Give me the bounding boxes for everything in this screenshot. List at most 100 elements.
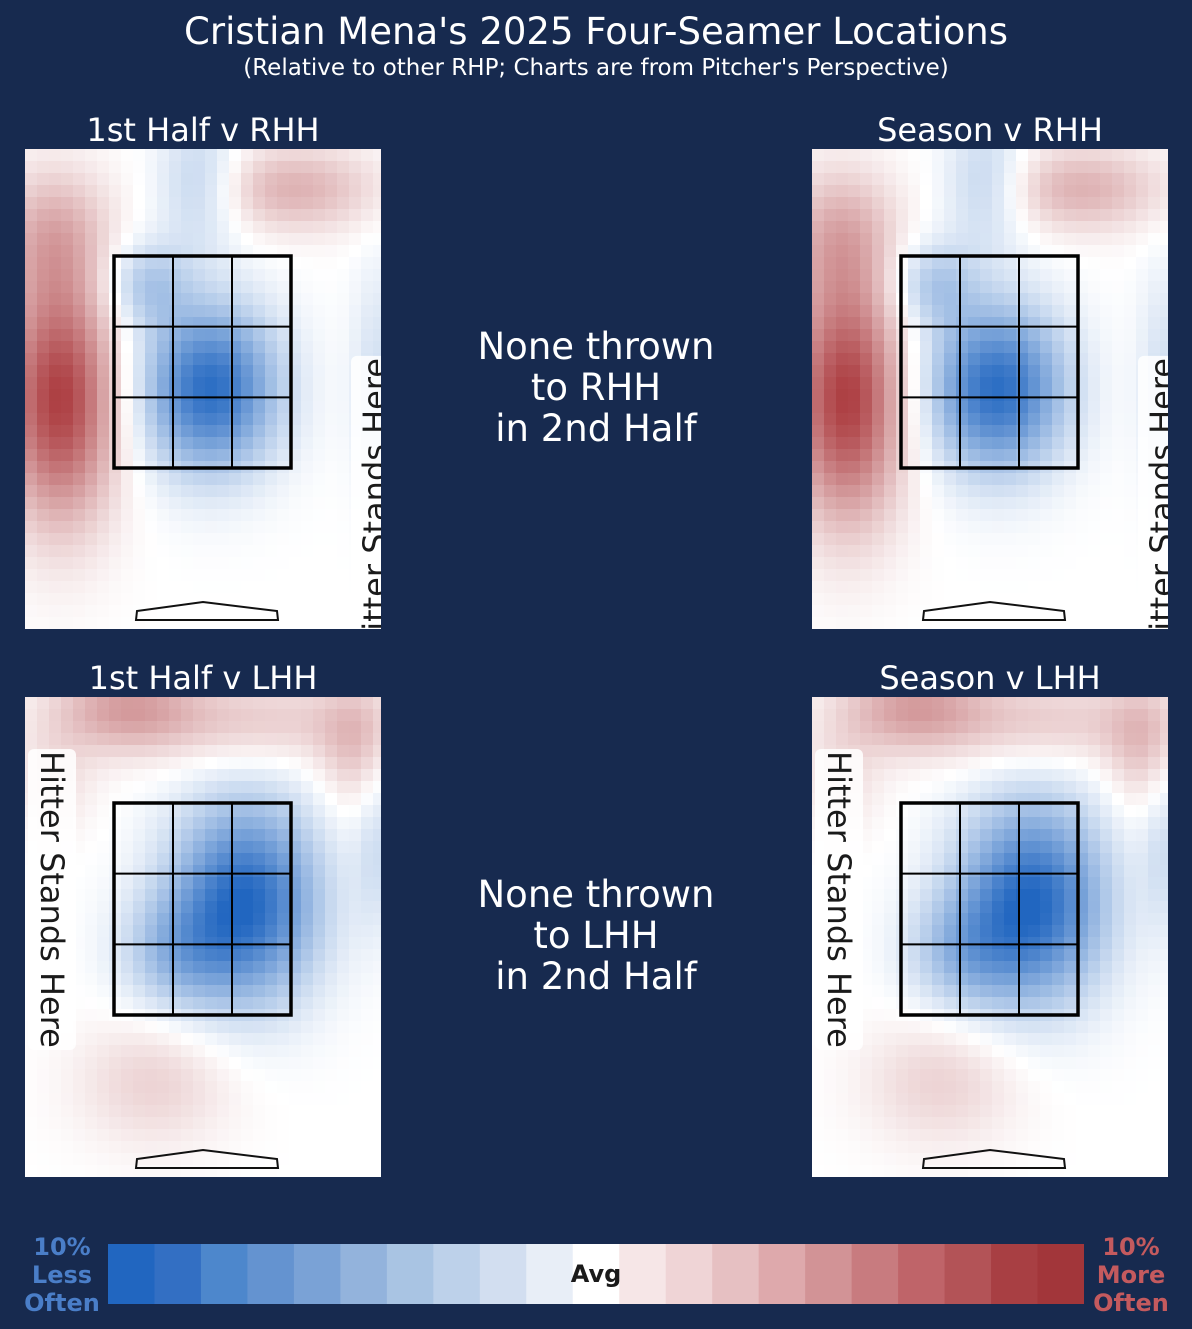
heatmap-cell bbox=[73, 509, 86, 522]
heatmap-cell bbox=[1124, 733, 1137, 746]
heatmap-cell bbox=[361, 961, 374, 974]
heatmap-cell bbox=[97, 509, 110, 522]
heatmap-cell bbox=[313, 913, 326, 926]
heatmap-cell bbox=[169, 721, 182, 734]
heatmap-cell bbox=[61, 161, 74, 174]
heatmap-cell bbox=[121, 733, 134, 746]
heatmap-cell bbox=[157, 257, 170, 270]
heatmap-cell bbox=[956, 781, 969, 794]
heatmap-cell bbox=[1052, 1069, 1065, 1082]
heatmap-cell bbox=[61, 317, 74, 330]
heatmap-cell bbox=[1076, 233, 1089, 246]
heatmap-cell bbox=[49, 1141, 62, 1154]
heatmap-cell bbox=[992, 865, 1005, 878]
heatmap-cell bbox=[884, 913, 897, 926]
heatmap-cell bbox=[265, 1057, 278, 1070]
heatmap-cell bbox=[908, 1081, 921, 1094]
heatmap-cell bbox=[1064, 269, 1077, 282]
heatmap-cell bbox=[85, 401, 98, 414]
heatmap-cell bbox=[229, 769, 242, 782]
heatmap-cell bbox=[1088, 221, 1101, 234]
heatmap-cell bbox=[1100, 173, 1113, 186]
heatmap-cell bbox=[61, 437, 74, 450]
heatmap-cell bbox=[1016, 329, 1029, 342]
heatmap-cell bbox=[181, 581, 194, 594]
heatmap-cell bbox=[217, 709, 230, 722]
heatmap-cell bbox=[1016, 197, 1029, 210]
heatmap-cell bbox=[1004, 161, 1017, 174]
heatmap-cell bbox=[836, 605, 849, 618]
heatmap-cell bbox=[277, 293, 290, 306]
heatmap-cell bbox=[884, 365, 897, 378]
heatmap-cell bbox=[1136, 997, 1149, 1010]
heatmap-cell bbox=[145, 1069, 158, 1082]
heatmap-cell bbox=[872, 985, 885, 998]
heatmap-cell bbox=[896, 1105, 909, 1118]
heatmap-cell bbox=[1064, 197, 1077, 210]
heatmap-cell bbox=[133, 1057, 146, 1070]
heatmap-cell bbox=[217, 697, 230, 710]
heatmap-cell bbox=[944, 829, 957, 842]
heatmap-cell bbox=[980, 805, 993, 818]
heatmap-cell bbox=[313, 997, 326, 1010]
heatmap-cell bbox=[169, 437, 182, 450]
heatmap-cell bbox=[121, 1117, 134, 1130]
heatmap-cell bbox=[265, 1045, 278, 1058]
heatmap-cell bbox=[181, 913, 194, 926]
heatmap-cell bbox=[872, 1057, 885, 1070]
heatmap-cell bbox=[337, 697, 350, 710]
heatmap-cell bbox=[920, 305, 933, 318]
heatmap-cell bbox=[277, 221, 290, 234]
heatmap-cell bbox=[37, 1069, 50, 1082]
heatmap-cell bbox=[241, 269, 254, 282]
heatmap-cell bbox=[217, 617, 230, 629]
heatmap-cell bbox=[1124, 985, 1137, 998]
heatmap-cell bbox=[241, 377, 254, 390]
heatmap-cell bbox=[956, 997, 969, 1010]
heatmap-cell bbox=[1160, 937, 1168, 950]
heatmap-cell bbox=[169, 425, 182, 438]
heatmap-cell bbox=[956, 865, 969, 878]
heatmap-cell bbox=[25, 733, 38, 746]
heatmap-cell bbox=[848, 697, 861, 710]
heatmap-cell bbox=[980, 401, 993, 414]
heatmap-cell bbox=[932, 841, 945, 854]
heatmap-cell bbox=[812, 329, 825, 342]
heatmap-cell bbox=[73, 1057, 86, 1070]
heatmap-cell bbox=[61, 365, 74, 378]
heatmap-cell bbox=[1160, 757, 1168, 770]
heatmap-cell bbox=[944, 269, 957, 282]
heatmap-cell bbox=[1052, 1033, 1065, 1046]
heatmap-cell bbox=[980, 1033, 993, 1046]
heatmap-cell bbox=[1136, 961, 1149, 974]
heatmap-cell bbox=[241, 1141, 254, 1154]
heatmap-cell bbox=[1076, 149, 1089, 162]
heatmap-cell bbox=[872, 317, 885, 330]
heatmap-cell bbox=[968, 973, 981, 986]
heatmap-cell bbox=[25, 353, 38, 366]
heatmap-cell bbox=[1004, 257, 1017, 270]
heatmap-cell bbox=[1064, 1117, 1077, 1130]
heatmap-cell bbox=[205, 473, 218, 486]
heatmap-cell bbox=[968, 521, 981, 534]
heatmap-cell bbox=[812, 449, 825, 462]
heatmap-cell bbox=[85, 757, 98, 770]
strike-zone bbox=[899, 254, 1080, 470]
heatmap-cell bbox=[61, 1081, 74, 1094]
heatmap-cell bbox=[920, 437, 933, 450]
heatmap-cell bbox=[181, 925, 194, 938]
heatmap-cell bbox=[229, 1057, 242, 1070]
heatmap-cell bbox=[109, 1033, 122, 1046]
heatmap-cell bbox=[325, 545, 338, 558]
heatmap-cell bbox=[896, 497, 909, 510]
heatmap-cell bbox=[1088, 1009, 1101, 1022]
heatmap-cell bbox=[860, 757, 873, 770]
heatmap-cell bbox=[373, 161, 381, 174]
heatmap-cell bbox=[980, 1081, 993, 1094]
heatmap-cell bbox=[145, 185, 158, 198]
heatmap-cell bbox=[337, 1153, 350, 1166]
heatmap-cell bbox=[49, 293, 62, 306]
heatmap-cell bbox=[25, 1117, 38, 1130]
heatmap-cell bbox=[812, 149, 825, 162]
heatmap-cell bbox=[217, 1081, 230, 1094]
